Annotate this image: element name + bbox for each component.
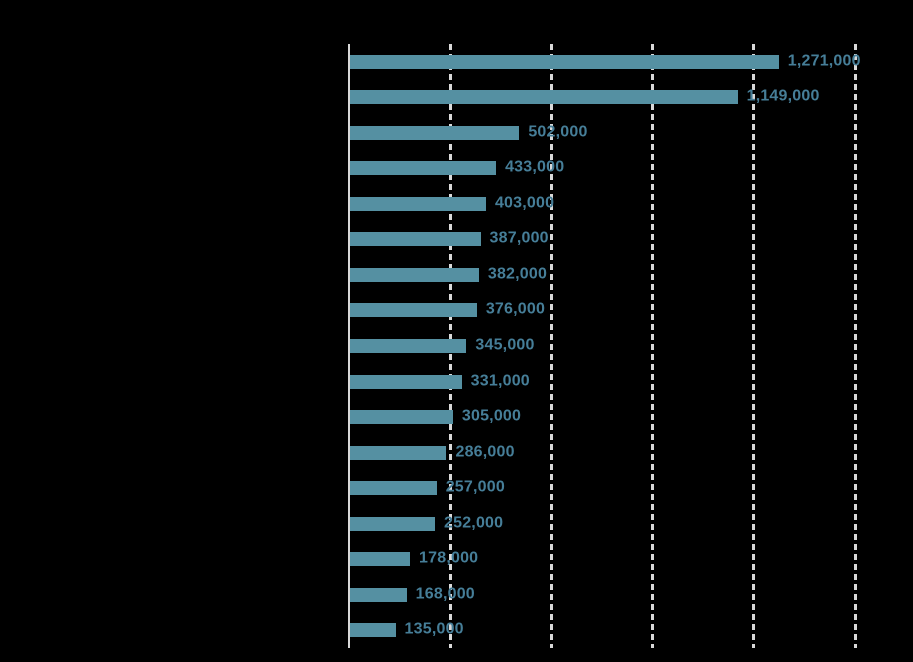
bar bbox=[350, 90, 738, 105]
y-axis-line bbox=[348, 44, 350, 648]
bar-value-label: 1,271,000 bbox=[787, 52, 861, 70]
bar-row: 1,271,000 bbox=[350, 52, 913, 70]
bar-value-label: 502,000 bbox=[528, 123, 588, 141]
bar bbox=[350, 54, 779, 69]
bar bbox=[350, 481, 437, 496]
bar bbox=[350, 303, 477, 318]
bar bbox=[350, 267, 479, 282]
bar-value-label: 252,000 bbox=[444, 513, 504, 531]
bar-row: 433,000 bbox=[350, 158, 913, 176]
bar-value-label: 286,000 bbox=[455, 442, 515, 460]
gridline bbox=[752, 44, 756, 648]
bar-row: 387,000 bbox=[350, 229, 913, 247]
bar-value-label: 178,000 bbox=[419, 549, 479, 567]
bar bbox=[350, 552, 411, 567]
bar bbox=[350, 374, 462, 389]
bar-value-label: 387,000 bbox=[489, 229, 549, 247]
gridline bbox=[651, 44, 655, 648]
bar-row: 345,000 bbox=[350, 336, 913, 354]
bar bbox=[350, 125, 520, 140]
bar-row: 168,000 bbox=[350, 584, 913, 602]
bar-row: 178,000 bbox=[350, 549, 913, 567]
bar-value-label: 305,000 bbox=[461, 407, 522, 425]
bar bbox=[350, 410, 453, 425]
bar bbox=[350, 196, 486, 211]
bar bbox=[350, 516, 435, 531]
bar-value-label: 331,000 bbox=[470, 371, 530, 389]
gridline bbox=[853, 44, 857, 648]
bar-row: 331,000 bbox=[350, 371, 913, 389]
bar-value-label: 433,000 bbox=[505, 158, 565, 176]
bar bbox=[350, 445, 447, 460]
gridline bbox=[549, 44, 553, 648]
bar-value-label: 1,149,000 bbox=[746, 87, 820, 105]
bar-row: 257,000 bbox=[350, 478, 913, 496]
bar-value-label: 135,000 bbox=[404, 620, 464, 638]
bar bbox=[350, 339, 467, 353]
bar bbox=[350, 587, 407, 602]
bar-value-label: 168,000 bbox=[415, 584, 475, 602]
bar-row: 135,000 bbox=[350, 620, 913, 638]
bar-value-label: 257,000 bbox=[445, 478, 505, 496]
bar-row: 403,000 bbox=[350, 194, 913, 212]
bar-row: 502,000 bbox=[350, 123, 913, 141]
bar-value-label: 403,000 bbox=[494, 194, 555, 212]
bar bbox=[350, 161, 497, 176]
bar-row: 305,000 bbox=[350, 407, 913, 425]
bar bbox=[350, 232, 481, 247]
bar-row: 382,000 bbox=[350, 265, 913, 283]
bar bbox=[350, 623, 396, 638]
bar-value-label: 345,000 bbox=[475, 336, 535, 354]
bar-row: 252,000 bbox=[350, 513, 913, 531]
bar-row: 376,000 bbox=[350, 300, 913, 318]
bar-row: 286,000 bbox=[350, 442, 913, 460]
bar-value-label: 382,000 bbox=[487, 265, 548, 283]
bar-row: 1,149,000 bbox=[350, 87, 913, 105]
bar-value-label: 376,000 bbox=[485, 300, 546, 318]
